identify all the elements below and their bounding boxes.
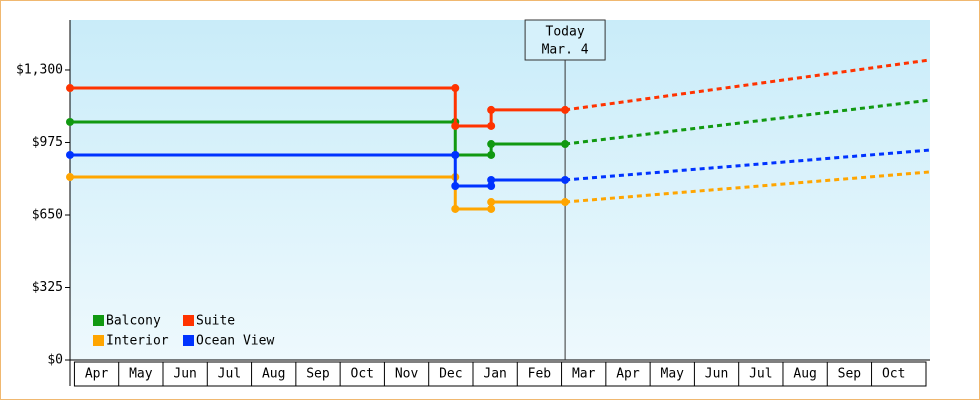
legend-label: Interior xyxy=(106,334,169,349)
data-point xyxy=(487,175,496,184)
data-point xyxy=(451,84,460,93)
x-tick-label: May xyxy=(129,367,153,382)
x-tick-label: Jul xyxy=(218,367,241,382)
data-point xyxy=(451,181,460,190)
x-tick-label: Oct xyxy=(882,367,905,382)
data-point xyxy=(487,150,496,159)
x-tick-label: Apr xyxy=(616,367,640,382)
y-tick-label: $650 xyxy=(32,207,63,222)
forecast-line xyxy=(564,170,931,204)
forecast-line xyxy=(564,148,931,182)
data-point xyxy=(487,204,496,213)
series-line xyxy=(70,175,566,211)
x-tick-label: Oct xyxy=(351,367,374,382)
plot-area xyxy=(70,20,930,360)
x-tick-label: Apr xyxy=(85,367,109,382)
data-point xyxy=(487,105,496,114)
x-tick-label: Jul xyxy=(749,367,772,382)
x-tick-label: Sep xyxy=(838,367,862,382)
series-line xyxy=(70,153,566,188)
data-point xyxy=(66,117,74,126)
data-point xyxy=(451,150,460,159)
data-point xyxy=(487,181,496,190)
x-tick-label: Jun xyxy=(705,367,728,382)
legend-label: Balcony xyxy=(106,314,161,329)
y-tick-label: $975 xyxy=(32,135,63,150)
legend-swatch xyxy=(93,315,104,326)
x-tick-label: Nov xyxy=(395,367,419,382)
legend-swatch xyxy=(183,315,194,326)
data-point xyxy=(561,198,570,207)
y-tick-label: $1,300 xyxy=(16,62,63,77)
x-tick-label: Aug xyxy=(262,367,285,382)
x-tick-label: Mar xyxy=(572,367,596,382)
forecast-line xyxy=(564,58,931,112)
data-point xyxy=(561,140,570,149)
x-tick-label: Jan xyxy=(483,367,506,382)
y-tick-label: $0 xyxy=(47,353,63,368)
x-tick-label: Sep xyxy=(306,367,330,382)
x-tick-label: May xyxy=(661,367,685,382)
data-point xyxy=(487,121,496,130)
x-tick-label: Jun xyxy=(173,367,196,382)
today-box xyxy=(524,19,606,61)
today-date: Mar. 4 xyxy=(542,43,589,58)
x-tick-label: Aug xyxy=(793,367,816,382)
data-point xyxy=(66,173,74,182)
y-tick-label: $325 xyxy=(32,280,63,295)
data-point xyxy=(66,150,74,159)
data-point xyxy=(451,204,460,213)
data-point xyxy=(451,121,460,130)
series-line xyxy=(70,86,566,128)
x-axis-band xyxy=(73,361,927,387)
forecast-line xyxy=(564,98,931,146)
data-point xyxy=(561,175,570,184)
x-tick-label: Feb xyxy=(528,367,552,382)
data-point xyxy=(487,140,496,149)
x-tick-label: Dec xyxy=(439,367,462,382)
legend-label: Suite xyxy=(196,314,235,329)
data-point xyxy=(561,105,570,114)
today-label: Today xyxy=(546,25,585,40)
data-point xyxy=(487,198,496,207)
legend-label: Ocean View xyxy=(196,334,274,349)
data-point xyxy=(66,84,74,93)
series-line xyxy=(70,120,566,157)
legend-swatch xyxy=(93,335,104,346)
legend-swatch xyxy=(183,335,194,346)
